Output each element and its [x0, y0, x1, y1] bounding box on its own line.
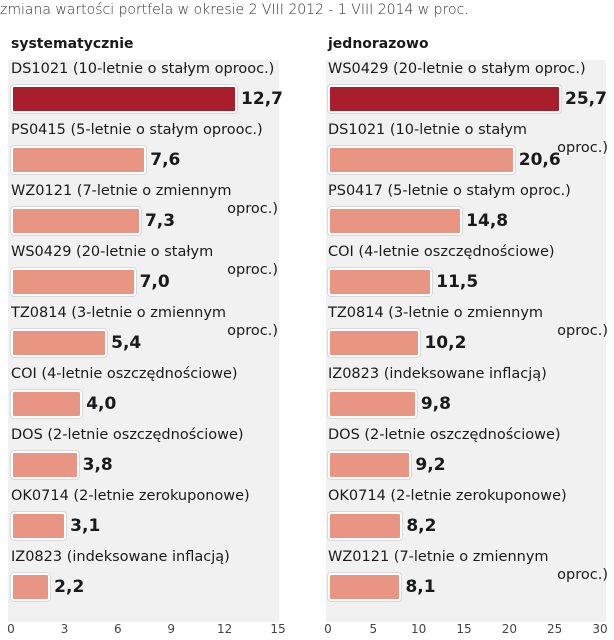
left-category-label: COI (4-letnie oszczędnościowe) [11, 366, 238, 382]
right-category-label: IZ0823 (indeksowane inflacją) [328, 366, 547, 382]
right-value-label: 11,5 [436, 272, 479, 292]
left-category-label: TZ0814 (3-letnie o zmiennym [11, 305, 227, 321]
right-category-label: TZ0814 (3-letnie o zmiennym [328, 305, 544, 321]
right-value-label: 10,2 [424, 333, 467, 353]
right-axis-tick: 5 [369, 622, 378, 636]
right-bar [328, 329, 421, 357]
left-bar [11, 85, 238, 113]
right-category-label: OK0714 (2-letnie zerokuponowe) [328, 488, 567, 504]
left-axis-tick: 6 [113, 622, 122, 636]
right-category-label-cont: oproc.) [557, 323, 608, 339]
right-bar [328, 512, 403, 540]
right-value-label: 25,7 [565, 89, 607, 109]
left-category-label-cont: oproc.) [227, 323, 278, 339]
left-value-label: 7,3 [144, 211, 176, 231]
right-value-label: 9,8 [420, 394, 451, 414]
right-bar [328, 573, 402, 601]
left-axis-tick: 15 [270, 622, 286, 636]
left-value-label: 7,0 [139, 272, 170, 292]
left-axis-tick: 3 [60, 622, 69, 636]
right-value-label: 20,6 [518, 150, 561, 170]
left-category-label: WZ0121 (7-letnie o zmiennym [11, 183, 232, 199]
left-bar [11, 451, 79, 479]
right-category-label: COI (4-letnie oszczędnościowe) [328, 244, 555, 260]
right-category-label-cont: oproc.) [557, 567, 608, 583]
left-category-label: OK0714 (2-letnie zerokuponowe) [11, 488, 250, 504]
left-category-label-cont: oproc.) [227, 262, 278, 278]
left-axis-tick: 12 [216, 622, 233, 636]
left-bar [11, 573, 51, 601]
right-category-label: WZ0121 (7-letnie o zmiennym [328, 549, 549, 565]
right-axis-tick: 25 [547, 622, 563, 636]
left-value-label: 5,4 [111, 333, 142, 353]
left-bar [11, 512, 67, 540]
left-axis-tick: 9 [167, 622, 176, 636]
right-bar [328, 390, 417, 418]
left-value-label: 4,0 [86, 394, 117, 414]
left-value-label: 7,6 [150, 150, 181, 170]
right-category-label: WS0429 (20-letnie o stałym oproc.) [328, 61, 586, 77]
right-bar [328, 207, 463, 235]
right-chart-title: jednorazowo [328, 36, 429, 52]
right-category-label: DOS (2-letnie oszczędnościowe) [328, 427, 561, 443]
left-value-label: 12,7 [241, 89, 283, 109]
left-category-label: PS0415 (5-letnie o stałym oprooc.) [11, 122, 263, 138]
right-bar [328, 268, 433, 296]
right-category-label: DS1021 (10-letnie o stałym [328, 122, 528, 138]
left-value-label: 2,2 [54, 577, 85, 597]
right-axis-tick: 20 [501, 622, 517, 636]
left-value-label: 3,1 [70, 516, 101, 536]
left-category-label: IZ0823 (indeksowane inflacją) [11, 549, 230, 565]
right-value-label: 9,2 [415, 455, 446, 475]
right-category-label-cont: oproc.) [557, 140, 608, 156]
left-bar [11, 146, 147, 174]
left-chart-title: systematycznie [11, 36, 134, 52]
left-category-label: DOS (2-letnie oszczędnościowe) [11, 427, 244, 443]
right-value-label: 14,8 [466, 211, 509, 231]
right-category-label: PS0417 (5-letnie o stałym oproc.) [328, 183, 571, 199]
right-value-label: 8,1 [405, 577, 436, 597]
right-bar [328, 85, 561, 113]
left-bar [11, 268, 136, 296]
right-axis-tick: 15 [456, 622, 472, 636]
left-axis-tick: 0 [7, 622, 15, 636]
left-bar [11, 390, 83, 418]
right-axis-tick: 0 [324, 622, 332, 636]
right-axis-tick: 10 [411, 622, 427, 636]
right-axis-tick: 30 [592, 622, 608, 636]
chart-subtitle: zmiana wartości portfela w okresie 2 VII… [0, 2, 469, 18]
right-bar [328, 451, 412, 479]
left-category-label: DS1021 (10-letnie o stałym oprooc.) [11, 61, 275, 77]
right-value-label: 8,2 [406, 516, 437, 536]
right-bar [328, 146, 515, 174]
left-bar [11, 329, 108, 357]
left-value-label: 3,8 [82, 455, 113, 475]
left-category-label-cont: oproc.) [227, 201, 278, 217]
left-bar [11, 207, 141, 235]
left-category-label: WS0429 (20-letnie o stałym [11, 244, 214, 260]
